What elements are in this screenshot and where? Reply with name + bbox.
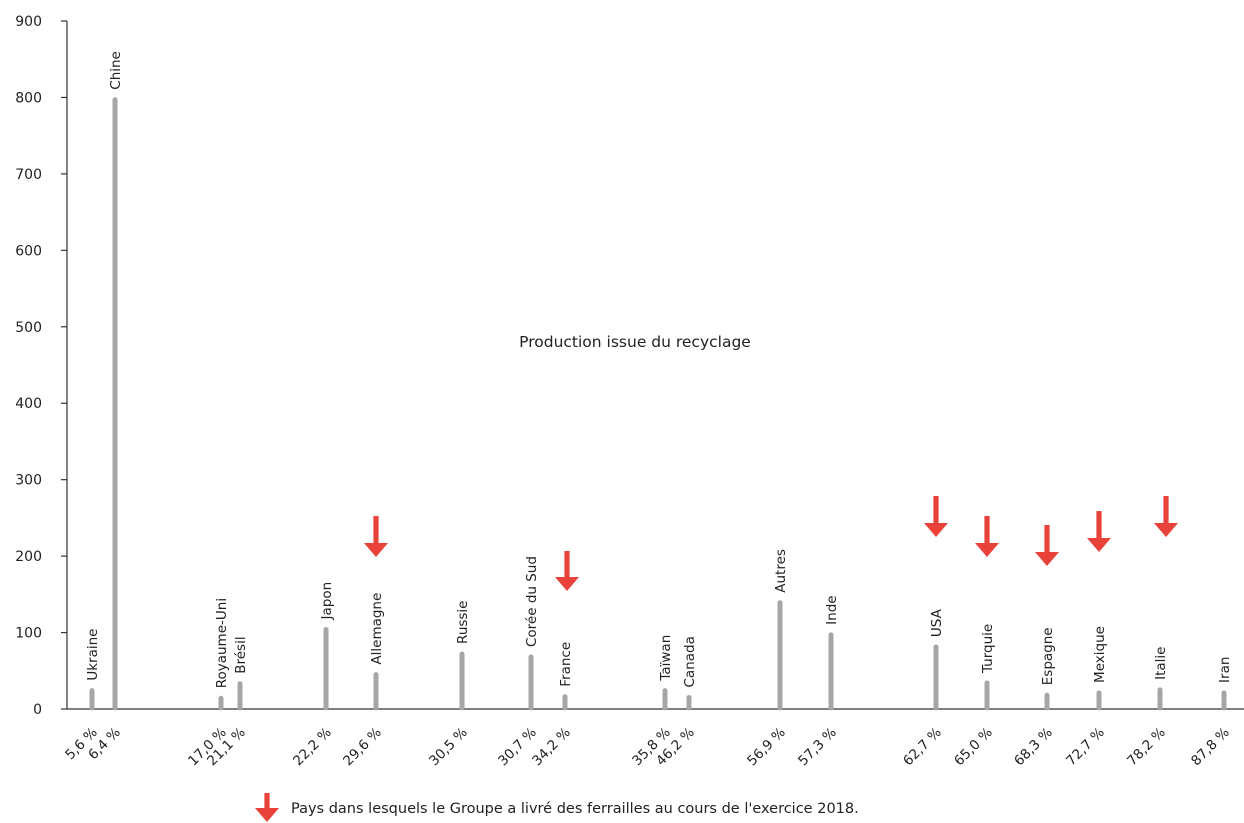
arrow-icon <box>1087 511 1111 552</box>
arrow-icon <box>1035 525 1059 566</box>
arrow-icon <box>924 496 948 537</box>
recycling-share-label: 72,7 % <box>1063 724 1108 769</box>
arrow-icon <box>1154 496 1178 537</box>
y-tick-label: 700 <box>15 167 42 183</box>
recycling-share-label: 22,2 % <box>290 724 335 769</box>
recycling-share-label: 65,0 % <box>951 724 996 769</box>
arrow-icon <box>975 516 999 557</box>
category-label: Canada <box>682 636 698 687</box>
category-label: Italie <box>1153 647 1169 680</box>
arrow-icon <box>364 516 388 557</box>
legend-arrow-shape <box>255 793 279 822</box>
category-label: Espagne <box>1040 627 1056 685</box>
arrow-icon <box>555 551 579 591</box>
recycling-share-label: 78,2 % <box>1124 724 1169 769</box>
category-label: France <box>558 642 574 687</box>
recycling-share-labels: 5,6 %6,4 % 17,0 %21,1 % 22,2 % 29,6 % 30,5 %… <box>62 724 1233 769</box>
y-tick-label: 400 <box>15 396 42 412</box>
recycling-share-label: 29,6 % <box>340 724 385 769</box>
category-labels: Ukraine Chine Royaume-Uni Brésil Japon Allema… <box>85 51 1233 688</box>
recycling-share-label: 34,2 % <box>529 724 574 769</box>
recycling-share-label: 87,8 % <box>1188 724 1233 769</box>
category-label: Chine <box>108 51 124 90</box>
y-tick-label: 0 <box>33 702 42 718</box>
y-tick-label: 800 <box>15 90 42 106</box>
category-label: USA <box>929 608 945 637</box>
recycling-share-label: 62,7 % <box>900 724 945 769</box>
chart-annotation: Production issue du recyclage <box>519 333 751 351</box>
category-label: Turquie <box>980 624 996 674</box>
legend: Pays dans lesquels le Groupe a livré des… <box>255 793 859 822</box>
y-axis: 0 100 200 300 400 500 600 700 800 900 <box>15 14 1244 718</box>
category-label: Iran <box>1217 657 1233 683</box>
bars <box>89 97 1227 711</box>
category-label: Japon <box>319 582 335 621</box>
recycling-share-label: 56,9 % <box>744 724 789 769</box>
category-label: Mexique <box>1092 626 1108 683</box>
category-label: Brésil <box>233 636 249 673</box>
category-label: Inde <box>824 595 840 624</box>
legend-arrow-icon <box>255 793 279 822</box>
category-label: Ukraine <box>85 629 101 681</box>
legend-text: Pays dans lesquels le Groupe a livré des… <box>291 801 859 817</box>
y-tick-label: 200 <box>15 549 42 565</box>
recycling-share-label: 68,3 % <box>1011 724 1056 769</box>
y-tick-label: 900 <box>15 14 42 30</box>
y-tick-label: 100 <box>15 626 42 642</box>
delivery-arrows <box>364 496 1178 591</box>
category-label: Autres <box>773 549 789 593</box>
category-label: Russie <box>455 601 471 644</box>
y-tick-label: 300 <box>15 473 42 489</box>
y-tick-label: 600 <box>15 243 42 259</box>
recycling-share-label: 57,3 % <box>795 724 840 769</box>
y-tick-label: 500 <box>15 320 42 336</box>
category-label: Royaume-Uni <box>214 598 230 688</box>
category-label: Corée du Sud <box>524 556 540 647</box>
category-label: Allemagne <box>369 593 385 665</box>
recycling-share-label: 30,5 % <box>426 724 471 769</box>
category-label: Taïwan <box>658 635 674 682</box>
